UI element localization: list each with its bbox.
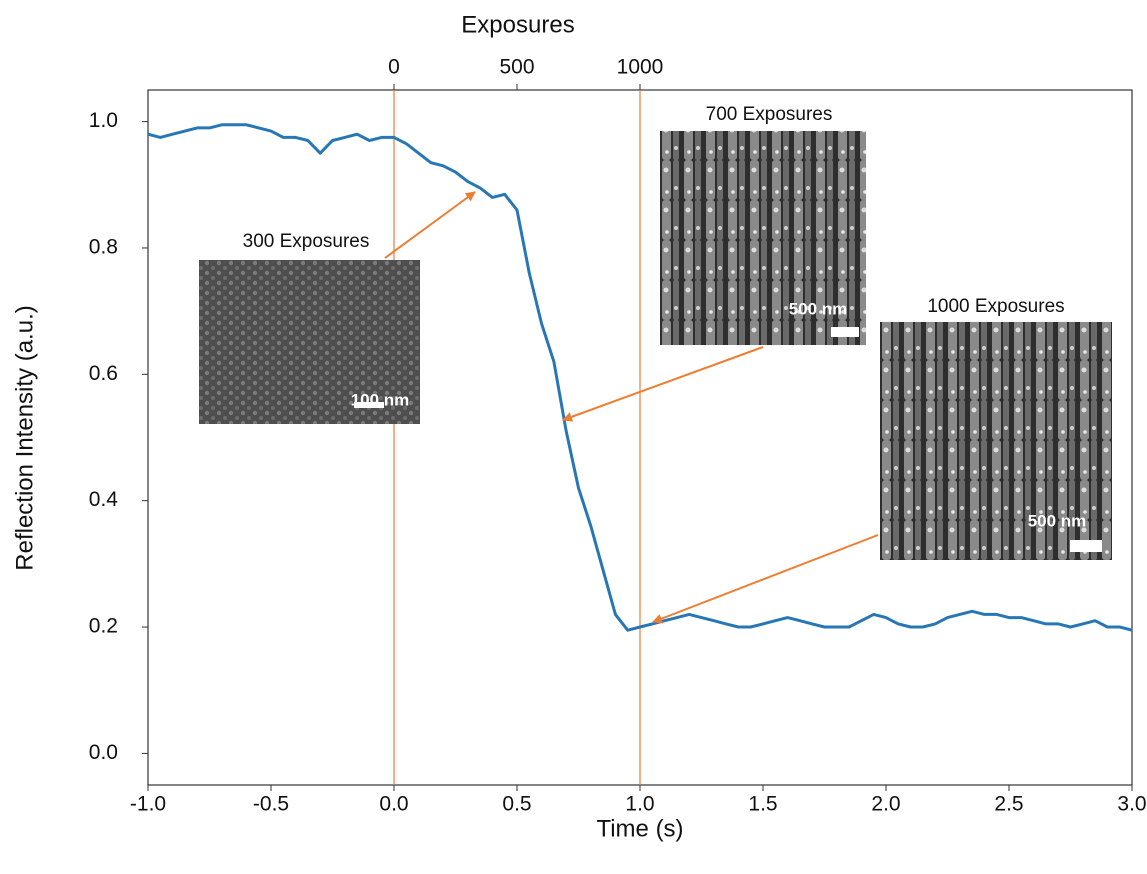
- scale-bar: [1070, 540, 1102, 552]
- x-tick-label: 1.5: [748, 793, 777, 816]
- x2-tick-label: 0: [388, 56, 400, 79]
- x2-tick-label: 1000: [617, 56, 664, 79]
- scale-bar-label: 100 nm: [351, 390, 410, 409]
- x-tick-label: -1.0: [130, 793, 166, 816]
- scale-bar: [354, 402, 384, 408]
- x-tick-label: 2.0: [871, 793, 900, 816]
- y-tick-label: 0.0: [89, 741, 118, 764]
- y-tick-label: 1.0: [89, 109, 118, 132]
- y-tick-label: 0.6: [89, 362, 118, 385]
- scale-bar: [831, 327, 859, 337]
- x2-tick-label: 500: [499, 56, 534, 79]
- x-tick-label: 2.5: [994, 793, 1023, 816]
- annotation-arrow: [652, 534, 879, 624]
- x-tick-label: 3.0: [1117, 793, 1146, 816]
- y-tick-label: 0.2: [89, 615, 118, 638]
- x-tick-label: 0.0: [379, 793, 408, 816]
- y-axis-label: Reflection Intensity (a.u.): [11, 305, 38, 570]
- scale-bar-label: 500 nm: [789, 299, 848, 318]
- x-tick-label: -0.5: [253, 793, 289, 816]
- sem-image: [880, 322, 1112, 560]
- y-tick-label: 0.4: [89, 488, 119, 511]
- inset-label: 1000 Exposures: [927, 296, 1064, 317]
- y-tick-label: 0.8: [89, 236, 118, 259]
- sem-image: [199, 260, 420, 424]
- inset-label: 700 Exposures: [706, 104, 833, 125]
- x-tick-label: 1.0: [625, 793, 654, 816]
- x2-axis-label: Exposures: [461, 11, 574, 38]
- annotation-arrow: [384, 191, 476, 259]
- scale-bar-label: 500 nm: [1028, 511, 1087, 530]
- annotation-arrow: [562, 346, 764, 422]
- data-line: [147, 123, 1133, 632]
- sem-image: [660, 131, 866, 345]
- inset-label: 300 Exposures: [243, 231, 370, 252]
- x-axis-label: Time (s): [596, 815, 683, 842]
- x-tick-label: 0.5: [502, 793, 531, 816]
